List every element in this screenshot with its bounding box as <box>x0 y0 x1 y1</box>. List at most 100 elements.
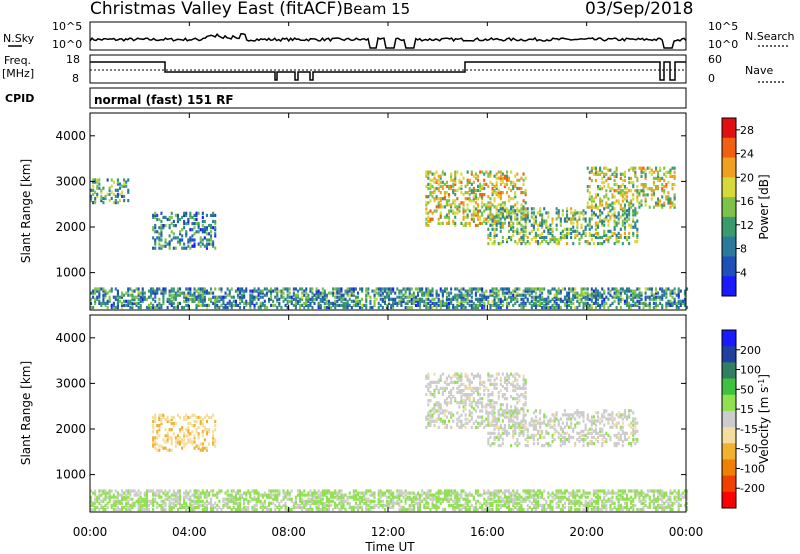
range-cell <box>648 166 651 170</box>
range-cell <box>590 213 593 217</box>
range-cell <box>454 499 457 503</box>
range-cell <box>487 233 490 237</box>
range-cell <box>365 297 368 301</box>
range-cell <box>644 203 647 207</box>
range-cell <box>572 493 575 497</box>
range-cell <box>555 305 558 310</box>
range-cell <box>503 291 506 295</box>
range-cell <box>632 219 635 223</box>
range-cell <box>545 303 548 307</box>
range-cell <box>506 497 509 501</box>
range-cell <box>249 303 252 307</box>
range-cell <box>179 301 182 305</box>
range-cell <box>228 291 231 295</box>
range-cell <box>338 289 341 293</box>
range-cell <box>439 501 442 505</box>
range-cell <box>599 497 602 501</box>
range-cell <box>164 240 167 244</box>
colorbar-segment <box>722 216 736 238</box>
range-cell <box>210 224 213 228</box>
range-cell <box>90 305 93 310</box>
range-cell <box>116 501 119 505</box>
range-cell <box>133 295 136 299</box>
range-cell <box>549 291 552 295</box>
range-cell <box>305 299 308 303</box>
range-cell <box>545 240 548 244</box>
range-cell <box>450 203 453 207</box>
range-cell <box>499 287 502 291</box>
range-cell <box>483 295 486 299</box>
range-cell <box>346 299 349 303</box>
range-cell <box>566 219 569 223</box>
range-cell <box>462 299 465 303</box>
range-cell <box>601 170 604 174</box>
range-cell <box>524 242 527 246</box>
range-cell <box>439 180 442 184</box>
range-cell <box>594 505 597 509</box>
range-cell <box>282 295 285 299</box>
range-cell <box>543 303 546 307</box>
range-cell <box>592 199 595 203</box>
range-cell <box>669 293 672 297</box>
range-cell <box>218 491 221 495</box>
range-cell <box>116 499 119 503</box>
range-cell <box>677 495 680 499</box>
range-cell <box>243 507 246 512</box>
range-cell <box>203 426 206 430</box>
range-cell <box>311 495 314 499</box>
range-cell <box>301 501 304 505</box>
range-cell <box>222 295 225 299</box>
range-cell <box>605 205 608 209</box>
range-cell <box>619 193 622 197</box>
range-cell <box>313 297 316 301</box>
range-cell <box>441 205 444 209</box>
range-cell <box>599 209 602 213</box>
range-cell <box>154 224 157 228</box>
range-cell <box>336 503 339 507</box>
range-cell <box>435 301 438 305</box>
range-cell <box>170 299 173 303</box>
range-cell <box>470 503 473 507</box>
range-cell <box>247 507 250 512</box>
range-cell <box>582 217 585 221</box>
range-cell <box>121 501 124 505</box>
range-cell <box>193 419 196 424</box>
range-cell <box>526 503 529 507</box>
range-cell <box>468 287 471 291</box>
range-cell <box>681 495 684 499</box>
range-cell <box>152 489 155 493</box>
range-cell <box>458 505 461 509</box>
range-cell <box>441 303 444 307</box>
range-cell <box>330 301 333 305</box>
range-cell <box>429 493 432 497</box>
range-cell <box>160 234 163 238</box>
range-cell <box>354 493 357 497</box>
range-cell <box>427 215 430 219</box>
range-cell <box>201 228 204 232</box>
range-cell <box>361 505 364 509</box>
range-cell <box>563 295 566 299</box>
range-cell <box>143 499 146 503</box>
range-cell <box>104 495 107 499</box>
range-cell <box>655 203 658 207</box>
range-cell <box>429 507 432 512</box>
range-cell <box>594 170 597 174</box>
range-cell <box>268 297 271 301</box>
range-cell <box>594 297 597 301</box>
range-cell <box>474 303 477 307</box>
range-cell <box>131 301 134 305</box>
range-cell <box>265 507 268 512</box>
range-cell <box>481 305 484 310</box>
range-cell <box>590 217 593 221</box>
range-cell <box>673 176 676 180</box>
range-cell <box>437 407 440 411</box>
range-cell <box>404 287 407 291</box>
range-cell <box>522 227 525 231</box>
range-cell <box>158 238 161 242</box>
range-tick-label: 2000 <box>55 220 86 234</box>
range-cell <box>143 295 146 299</box>
range-cell <box>506 495 509 499</box>
range-cell <box>116 293 119 297</box>
range-cell <box>365 505 368 509</box>
range-cell <box>520 215 523 219</box>
